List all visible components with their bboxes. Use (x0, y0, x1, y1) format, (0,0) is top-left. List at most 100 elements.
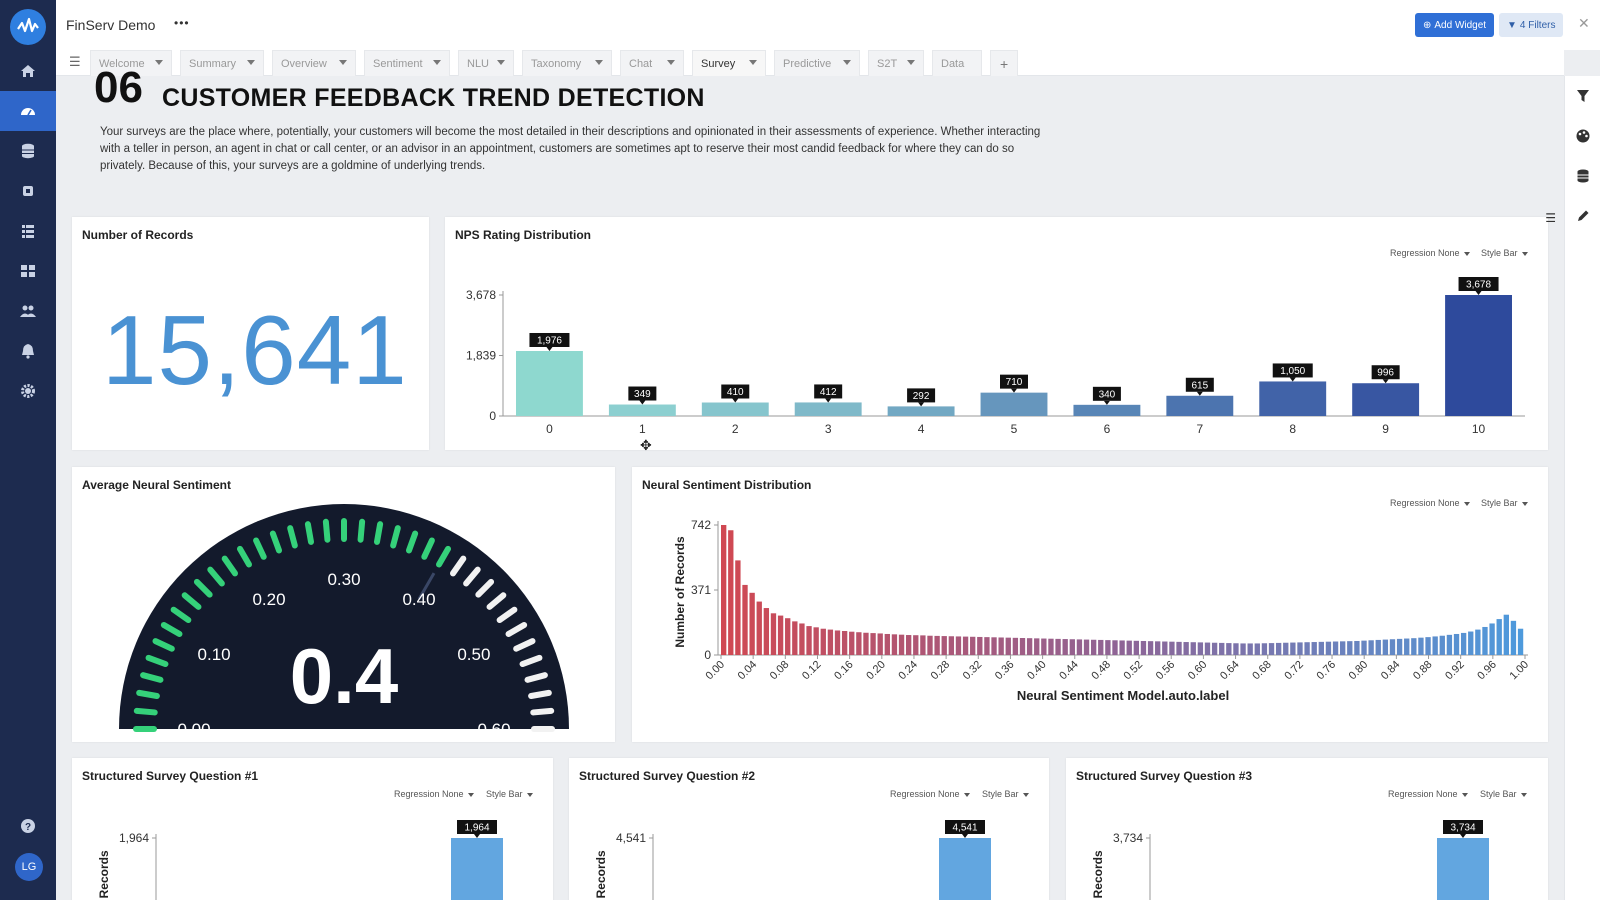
bar (1140, 640, 1147, 655)
bar (1048, 638, 1054, 655)
style-dropdown[interactable]: Style Bar (1481, 248, 1528, 258)
data-label-text: 3,678 (1466, 280, 1491, 291)
chevron-down-icon[interactable] (667, 60, 675, 65)
regression-dropdown[interactable]: Regression None (1390, 498, 1470, 508)
tab-nlu[interactable]: NLU (458, 50, 514, 76)
neural-card: Neural Sentiment Distribution Regression… (632, 467, 1548, 742)
users-icon[interactable] (0, 291, 56, 331)
style-dropdown[interactable]: Style Bar (1480, 789, 1527, 799)
bar (756, 601, 762, 655)
chevron-down-icon[interactable] (907, 60, 915, 65)
nps-card: NPS Rating Distribution Regression None … (445, 211, 1556, 450)
card-title: NPS Rating Distribution (455, 228, 591, 242)
tab-taxonomy[interactable]: Taxonomy (522, 50, 612, 76)
database-icon[interactable] (1575, 168, 1591, 184)
bell-icon[interactable] (0, 331, 56, 371)
style-dropdown[interactable]: Style Bar (982, 789, 1029, 799)
tab-s2t[interactable]: S2T (868, 50, 924, 76)
tab-chat[interactable]: Chat (620, 50, 684, 76)
gauge-tick (181, 592, 202, 610)
bar (991, 637, 997, 655)
avatar[interactable]: LG (15, 853, 43, 881)
list-icon[interactable] (0, 211, 56, 251)
home-icon[interactable] (0, 51, 56, 91)
add-tab-button[interactable]: + (990, 50, 1018, 76)
tab-bar: ☰ Welcome Summary Overview Sentiment NLU… (56, 50, 1564, 76)
more-dots-icon[interactable]: ••• (174, 16, 190, 30)
q1-chart: 1,964 1,964 f Records (97, 820, 503, 900)
chip-icon[interactable] (0, 171, 56, 211)
bar (980, 392, 1048, 416)
style-dropdown[interactable]: Style Bar (1481, 498, 1528, 508)
pencil-icon[interactable] (1575, 208, 1591, 224)
data-label-pointer (1460, 834, 1466, 838)
gauge-tick-label: 0.20 (252, 590, 285, 609)
chevron-down-icon[interactable] (247, 60, 255, 65)
card-title: Number of Records (82, 228, 194, 242)
tab-sentiment[interactable]: Sentiment (364, 50, 450, 76)
tab-welcome[interactable]: Welcome (90, 50, 172, 76)
gauge-tick (505, 622, 528, 637)
filter-icon[interactable] (1575, 88, 1591, 104)
bar (1069, 639, 1075, 655)
y-axis-label: f Records (594, 850, 608, 900)
bar (806, 626, 812, 655)
y-tick-label: 0 (489, 409, 496, 423)
widget-menu-icon[interactable]: ☰ (1545, 211, 1556, 225)
x-tick-label: 0.88 (1411, 659, 1435, 683)
dashboard-icon[interactable] (0, 91, 56, 131)
add-widget-button[interactable]: ⊕ Add Widget (1415, 13, 1495, 37)
y-axis-label: f Records (1091, 850, 1105, 900)
chevron-down-icon (1521, 501, 1528, 506)
gauge-tick (136, 689, 160, 700)
data-label-box (628, 386, 657, 401)
app-logo[interactable] (10, 9, 46, 45)
regression-dropdown[interactable]: Regression None (890, 789, 970, 799)
regression-dropdown[interactable]: Regression None (1388, 789, 1468, 799)
bar (1041, 638, 1047, 655)
bar (1354, 640, 1360, 655)
data-label-box (721, 384, 750, 399)
filter-icon: ▼ (1507, 19, 1517, 31)
grid-icon[interactable] (0, 251, 56, 291)
y-axis-label: Number of Records (673, 536, 687, 648)
nps-chart: 01,8393,67801,97613492410341242925710634… (466, 277, 1525, 436)
filters-button[interactable]: ▼ 4 Filters (1499, 13, 1564, 37)
gauge-tick (486, 592, 507, 610)
bar (863, 632, 869, 655)
card-title: Structured Survey Question #1 (82, 769, 259, 783)
data-label-pointer (546, 346, 553, 351)
tab-survey[interactable]: Survey (692, 50, 766, 76)
bar (1090, 639, 1097, 655)
palette-icon[interactable] (1575, 128, 1591, 144)
hamburger-icon[interactable]: ☰ (69, 54, 81, 69)
gear-icon[interactable] (0, 371, 56, 411)
tab-overview[interactable]: Overview (272, 50, 356, 76)
regression-dropdown[interactable]: Regression None (1390, 248, 1470, 258)
chevron-down-icon[interactable] (843, 60, 851, 65)
bar (1496, 619, 1502, 655)
bar (1268, 643, 1275, 655)
close-icon[interactable]: ✕ (1578, 15, 1590, 31)
tab-summary[interactable]: Summary (180, 50, 264, 76)
chevron-down-icon[interactable] (433, 60, 441, 65)
data-label-box (1458, 277, 1499, 291)
data-label-text: 340 (1099, 389, 1116, 400)
chevron-down-icon[interactable] (155, 60, 163, 65)
gauge-tick (421, 537, 435, 560)
gauge-tick (496, 606, 518, 624)
help-icon[interactable]: ? (0, 806, 56, 846)
y-tick-label: 4,541 (616, 831, 646, 845)
regression-dropdown[interactable]: Regression None (394, 789, 474, 799)
tab-predictive[interactable]: Predictive (774, 50, 860, 76)
bar (792, 621, 798, 655)
style-dropdown[interactable]: Style Bar (486, 789, 533, 799)
chevron-down-icon[interactable] (497, 60, 505, 65)
chevron-down-icon[interactable] (749, 60, 757, 65)
tab-data[interactable]: Data (932, 50, 982, 76)
gauge-tick (193, 578, 213, 598)
database-icon[interactable] (0, 131, 56, 171)
chevron-down-icon[interactable] (595, 60, 603, 65)
chevron-down-icon[interactable] (339, 60, 347, 65)
bar (1240, 643, 1246, 655)
